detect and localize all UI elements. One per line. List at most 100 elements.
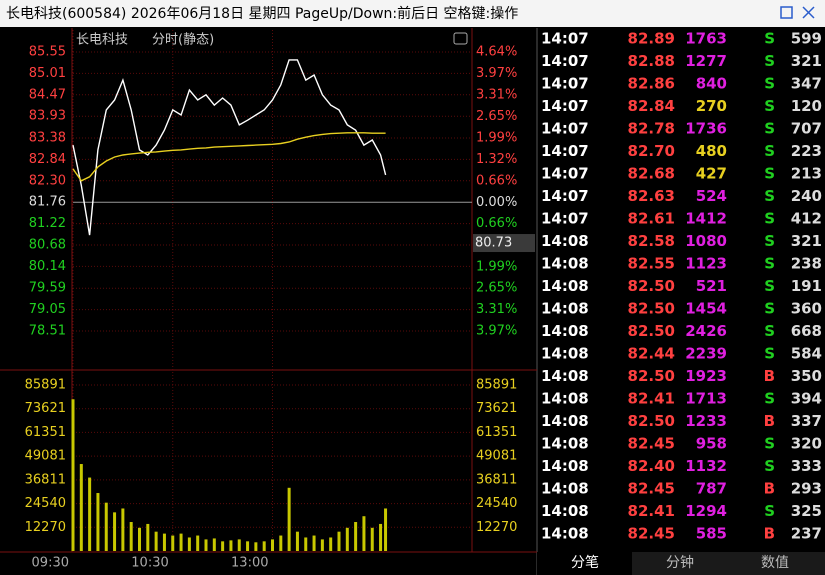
tab-label[interactable]: 分钟 [666,554,694,571]
trade-time: 14:08 [541,480,589,498]
volume-bar [162,533,166,551]
cursor-label-box [473,234,535,253]
trade-volume: 1132 [685,457,727,475]
y-tick-label: 83.38 [29,130,66,145]
trade-volume: 521 [696,277,727,295]
trade-volume: 1454 [685,300,727,318]
volume-bar [221,541,225,551]
volume-bar [154,531,158,551]
trade-volume: 480 [696,142,727,160]
trade-side: S [764,457,775,475]
volume-bar [320,539,324,551]
trade-price: 82.61 [628,210,675,228]
trade-side: S [764,390,775,408]
close-button[interactable] [802,6,815,19]
toggle-icon[interactable] [453,32,468,45]
trade-price: 82.45 [628,480,675,498]
y2-tick-label: 4.64% [476,45,517,60]
y-tick-label: 83.93 [29,109,66,124]
trade-side: S [764,322,775,340]
x-tick-label: 10:30 [131,556,168,571]
y-tick-label: 79.59 [29,281,66,296]
volume-bar [179,533,183,551]
trade-count: 223 [791,142,822,160]
y2-tick-label: 3.31% [476,302,517,317]
tab-label[interactable]: 分笔 [571,555,599,571]
trade-price: 82.55 [628,255,675,273]
trade-volume: 1294 [685,502,727,520]
volume-bar [254,542,258,551]
y2-tick-label: 3.31% [476,88,517,103]
volume-bar [362,516,366,551]
trade-time: 14:07 [541,52,589,70]
y2-tick-label: 0.66% [476,216,517,231]
y2-tick-label: 24540 [476,496,517,511]
trade-time: 14:08 [541,300,589,318]
maximize-button[interactable] [780,6,793,19]
chart-title: 长电科技 [76,33,128,48]
chart-subtitle: 分时(静态) [152,33,214,48]
trade-volume: 1713 [685,390,727,408]
trade-count: 293 [791,480,822,498]
volume-bar [138,527,141,551]
y-tick-label: 85891 [25,378,66,393]
trade-price: 82.70 [628,142,675,160]
trade-side: S [764,345,775,363]
trade-side: S [764,30,775,48]
y2-tick-label: 2.65% [476,281,517,296]
trade-side: S [764,187,775,205]
y-tick-label: 49081 [25,449,66,464]
y-tick-label: 81.76 [29,195,66,210]
trade-side: B [764,480,775,498]
y2-tick-label: 73621 [476,401,517,416]
trade-time: 14:08 [541,255,589,273]
volume-bar [345,527,349,551]
y2-tick-label: 3.97% [476,66,517,81]
volume-bar [146,523,150,551]
volume-bar [88,477,92,551]
trade-side: S [764,435,775,453]
y2-tick-label: 0.66% [476,173,517,188]
trade-time: 14:08 [541,367,589,385]
trade-time: 14:08 [541,322,589,340]
trade-price: 82.86 [628,75,675,93]
tab-label[interactable]: 数值 [761,555,789,571]
trade-time: 14:08 [541,412,589,430]
y-tick-label: 36811 [25,472,66,487]
trade-side: B [764,525,775,543]
volume-bar [295,531,299,551]
volume-bar [212,538,216,551]
trade-volume: 270 [696,97,727,115]
trade-time: 14:07 [541,165,589,183]
trade-side: S [764,502,775,520]
price-line [72,132,386,182]
trade-time: 14:08 [541,502,589,520]
trade-price: 82.44 [628,345,675,363]
trade-price: 82.45 [628,525,675,543]
y-tick-label: 81.22 [29,216,66,231]
volume-bar [237,539,241,551]
y2-tick-label: 12270 [476,520,517,535]
trade-count: 350 [791,367,822,385]
trade-time: 14:08 [541,457,589,475]
trade-volume: 427 [696,165,727,183]
trade-count: 238 [791,255,822,273]
trade-price: 82.50 [628,322,675,340]
active-tab[interactable] [537,552,632,575]
volume-bar [79,464,83,551]
trade-price: 82.50 [628,300,675,318]
trade-time: 14:07 [541,75,589,93]
trade-side: S [764,97,775,115]
volume-bar [104,502,108,551]
trade-volume: 1763 [685,30,727,48]
y2-tick-label: 1.32% [476,152,517,167]
trade-side: S [764,52,775,70]
trade-count: 707 [791,120,822,138]
trade-volume: 1123 [685,255,727,273]
trade-side: S [764,277,775,295]
y-tick-label: 73621 [25,401,66,416]
y2-tick-label: 49081 [476,449,517,464]
volume-bar [121,508,125,551]
trade-time: 14:07 [541,30,589,48]
